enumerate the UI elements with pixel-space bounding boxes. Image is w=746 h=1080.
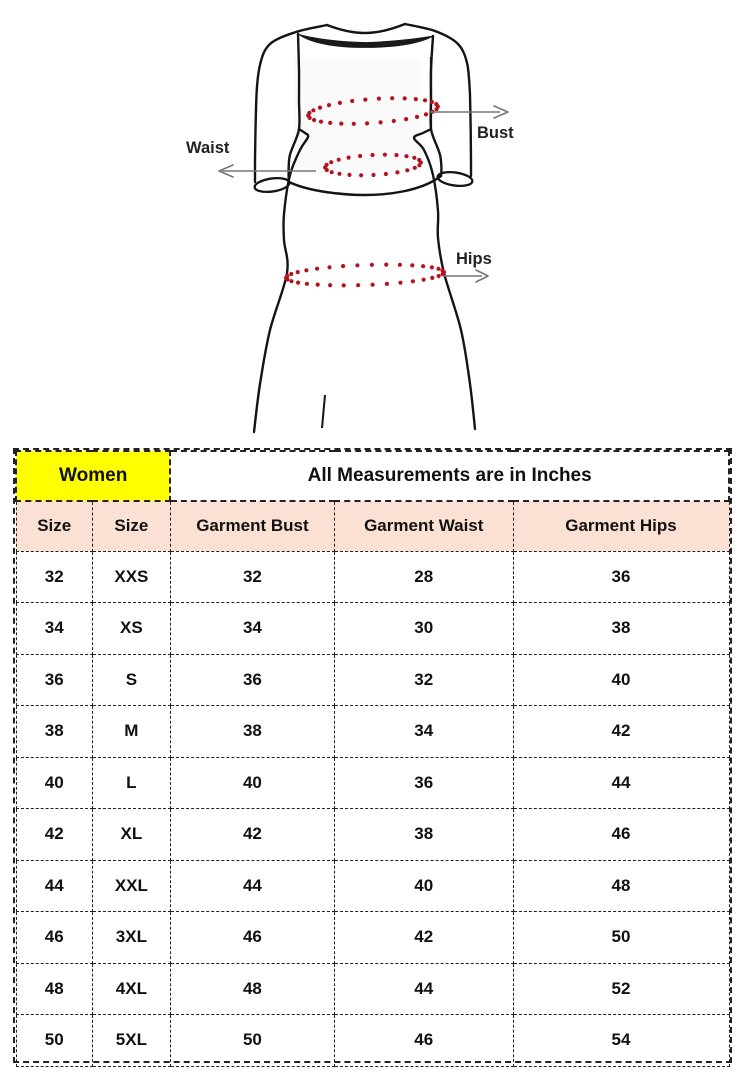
svg-text:Hips: Hips [456,250,492,268]
svg-text:Waist: Waist [186,139,230,157]
svg-text:Bust: Bust [477,124,514,142]
